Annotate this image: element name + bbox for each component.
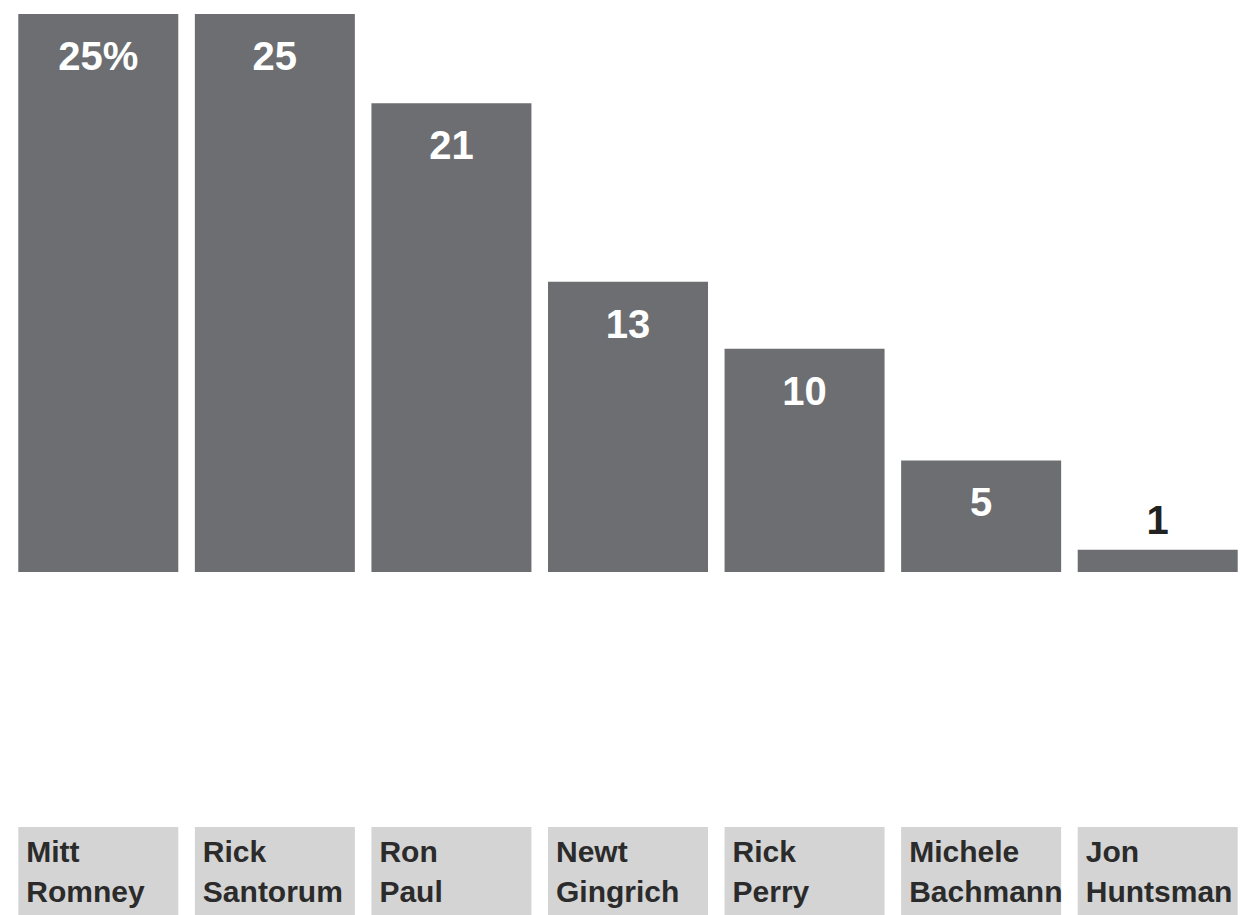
svg-text:Perry: Perry (733, 875, 810, 908)
svg-text:21: 21 (429, 123, 474, 167)
svg-text:Mitt: Mitt (26, 835, 79, 868)
svg-text:Huntsman: Huntsman (1086, 875, 1233, 908)
svg-text:25: 25 (253, 34, 298, 78)
svg-text:Jon: Jon (1086, 835, 1139, 868)
svg-text:Gingrich: Gingrich (556, 875, 679, 908)
svg-text:Bachmann: Bachmann (909, 875, 1062, 908)
svg-text:10: 10 (782, 369, 827, 413)
svg-text:Newt: Newt (556, 835, 628, 868)
svg-text:Romney: Romney (26, 875, 145, 908)
svg-text:Rick: Rick (203, 835, 267, 868)
svg-text:1: 1 (1147, 498, 1169, 542)
svg-text:Ron: Ron (379, 835, 437, 868)
svg-text:5: 5 (970, 480, 992, 524)
svg-text:13: 13 (606, 302, 651, 346)
svg-text:Paul: Paul (379, 875, 442, 908)
svg-text:25%: 25% (58, 34, 138, 78)
svg-text:Michele: Michele (909, 835, 1019, 868)
svg-text:Rick: Rick (733, 835, 797, 868)
svg-text:Santorum: Santorum (203, 875, 343, 908)
